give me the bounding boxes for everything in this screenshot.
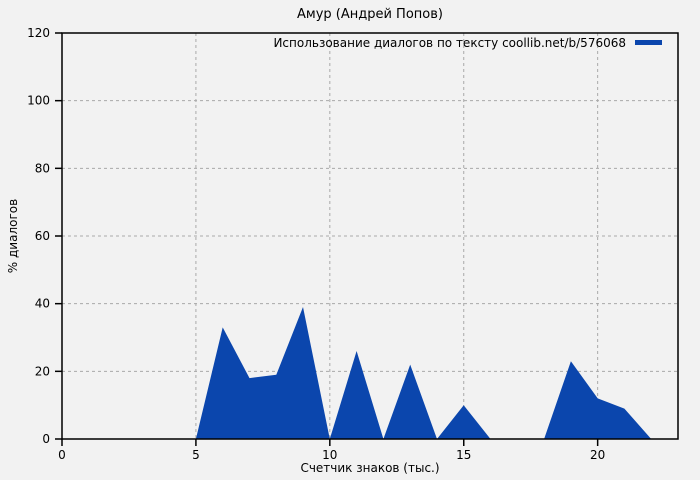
- legend-swatch: [635, 40, 662, 45]
- x-tick-label-0: 0: [58, 448, 66, 462]
- x-tick-label-15: 15: [456, 448, 471, 462]
- x-tick-label-5: 5: [192, 448, 200, 462]
- y-tick-label-40: 40: [35, 297, 50, 311]
- chart-title: Амур (Андрей Попов): [297, 7, 443, 22]
- x-tick-label-10: 10: [322, 448, 337, 462]
- y-tick-label-20: 20: [35, 364, 50, 378]
- legend-label: Использование диалогов по тексту coollib…: [273, 36, 626, 50]
- x-axis-label: Счетчик знаков (тыс.): [300, 461, 440, 475]
- y-tick-label-60: 60: [35, 229, 50, 243]
- y-tick-label-0: 0: [42, 432, 50, 446]
- y-axis-label: % диалогов: [6, 198, 20, 274]
- y-tick-label-80: 80: [35, 161, 50, 175]
- legend: Использование диалогов по тексту coollib…: [273, 37, 662, 51]
- y-tick-label-120: 120: [27, 26, 50, 40]
- area-series: [195, 307, 652, 439]
- y-tick-label-100: 100: [27, 94, 50, 108]
- x-tick-label-20: 20: [590, 448, 605, 462]
